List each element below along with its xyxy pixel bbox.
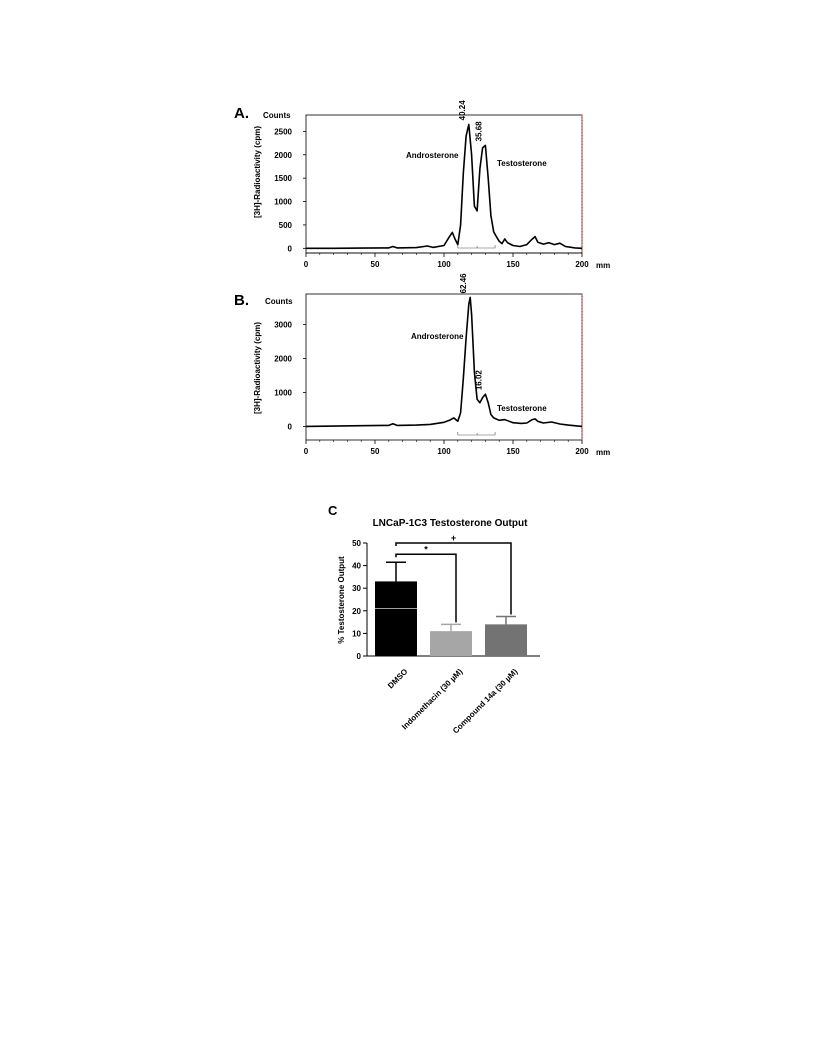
bar [485,624,527,656]
significance-bracket [395,553,457,623]
bar [375,581,417,656]
x-tick-label: 0 [304,260,309,269]
panel-a-trace [306,123,583,250]
y-tick-label: 10 [352,629,361,638]
panel-a-peak-percent-testosterone: 35.68 [474,121,483,142]
y-tick-label: 50 [352,539,361,548]
panel-a-y-ticks: 0 500 1000 1500 2000 2500 [274,127,306,253]
panel-c-category-label: Indomethacin (30 µM) [400,667,465,732]
panel-a-x-ticks: 0 50 100 150 200 [304,253,589,269]
panel-a-plot-frame [305,114,583,254]
y-tick-label: 0 [288,244,293,253]
y-tick-label: 0 [357,652,362,661]
panel-b-trace [305,296,583,428]
panel-a-y-axis-label: [3H]-Radioactivity (cpm) [253,126,262,218]
y-tick-label: 2000 [274,355,292,364]
panel-b-integration-bracket [457,432,496,436]
x-tick-label: 50 [371,447,380,456]
y-tick-label: 2500 [274,127,292,136]
y-tick-label: 2000 [274,151,292,160]
panel-b-plot-frame [305,293,583,441]
significance-bracket [395,542,512,615]
panel-a-x-unit-label: mm [596,261,610,270]
y-tick-label: 500 [279,221,293,230]
panel-b-y-axis-label: [3H]-Radioactivity (cpm) [253,322,262,414]
x-tick-label: 200 [575,447,589,456]
panel-a-counts-label: Counts [263,111,291,120]
panel-c-bars [375,561,527,656]
y-tick-label: 20 [352,607,361,616]
x-tick-label: 0 [304,447,309,456]
y-tick-label: 30 [352,584,361,593]
chromatogram-panel-a: A. Counts [3H]-Radioactivity (cpm) mm 0 5… [234,100,610,270]
panel-label-b: B. [234,292,249,309]
bracket-line [457,432,496,436]
panel-c-significance: *+ [395,533,512,623]
panel-b-label-testosterone: Testosterone [497,404,547,413]
x-tick-label: 150 [506,260,520,269]
panel-a-minor-ticks [319,253,569,255]
panel-c-x-labels: DMSO Indomethacin (30 µM) Compound 14a (… [386,667,520,736]
panel-label-a: A. [234,105,249,122]
chromatogram-panel-b: B. Counts [3H]-Radioactivity (cpm) mm 0 5… [234,273,610,457]
panel-b-x-ticks: 0 50 100 150 200 [304,440,589,456]
panel-c-category-label: DMSO [386,667,409,690]
x-tick-label: 150 [506,447,520,456]
panel-label-c: C [328,503,338,518]
bar-chart-panel-c: C LNCaP-1C3 Testosterone Output % Testos… [328,503,540,735]
y-tick-label: 40 [352,562,361,571]
x-tick-label: 50 [371,260,380,269]
y-tick-label: 1000 [274,198,292,207]
significance-marker: * [424,544,428,554]
x-tick-label: 100 [437,447,451,456]
panel-b-counts-label: Counts [265,297,293,306]
panel-b-label-androsterone: Androsterone [411,332,464,341]
panel-b-peak-percent-testosterone: 16.02 [474,370,483,391]
panel-c-category-label: Compound 14a (30 µM) [451,667,520,736]
x-tick-label: 100 [437,260,451,269]
panel-a-label-androsterone: Androsterone [406,151,459,160]
panel-b-y-ticks: 0 1000 2000 3000 [274,321,306,431]
bracket-line [457,245,496,249]
bar [430,631,472,656]
x-tick-label: 200 [575,260,589,269]
panel-c-y-ticks: 0 10 20 30 40 50 [352,539,367,661]
y-tick-label: 3000 [274,321,292,330]
panel-b-minor-ticks [319,440,569,442]
panel-c-title: LNCaP-1C3 Testosterone Output [373,518,528,529]
y-tick-label: 0 [288,422,293,431]
panel-b-peak-percent-androsterone: 62.46 [459,273,468,294]
panel-b-x-unit-label: mm [596,448,610,457]
panel-a-peak-percent-androsterone: 40.24 [458,100,467,121]
y-tick-label: 1000 [274,388,292,397]
y-tick-label: 1500 [274,174,292,183]
panel-a-integration-bracket [457,245,496,249]
panel-c-y-axis-label: % Testosterone Output [337,556,346,644]
panel-a-label-testosterone: Testosterone [497,159,547,168]
significance-marker: + [451,533,456,543]
